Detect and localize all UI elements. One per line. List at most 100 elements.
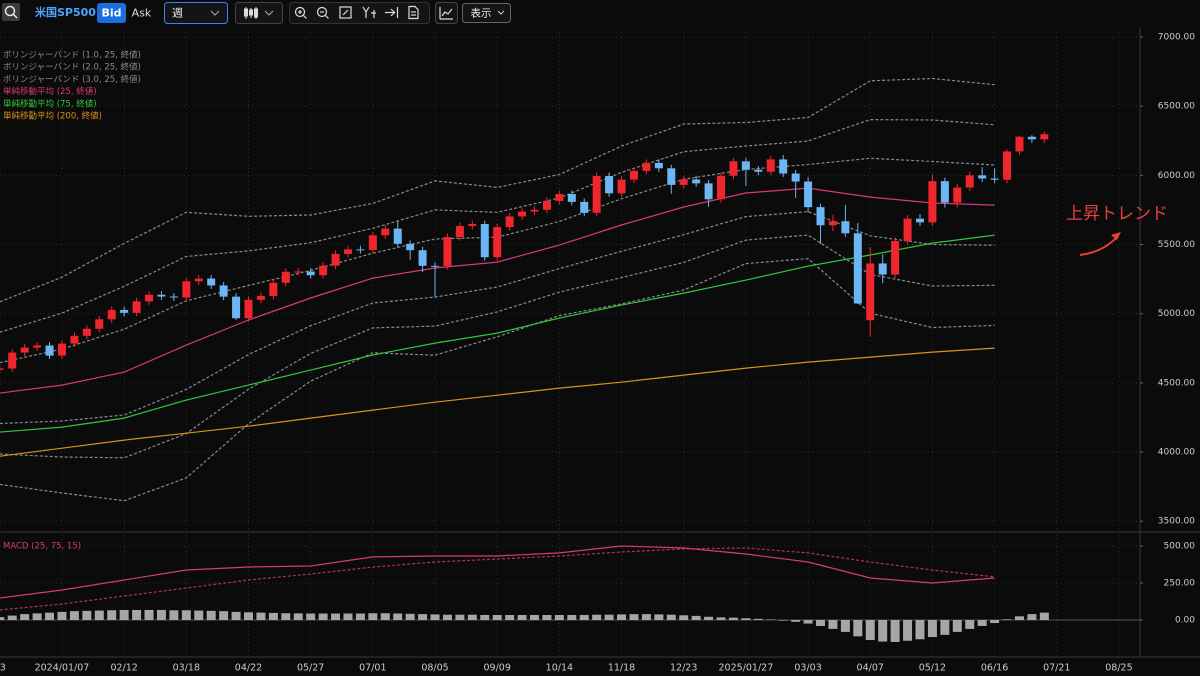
candle-body [406,243,415,251]
macd-histogram-bar [1002,619,1012,621]
macd-histogram-bar [256,612,266,621]
y-tick-label: 4000.00 [1158,448,1195,458]
macd-histogram-bar [281,613,291,621]
macd-histogram-bar [604,614,614,621]
candle-body [319,265,328,276]
macd-histogram-bar [430,614,440,621]
macd-histogram-bar [791,620,801,622]
macd-histogram-bar [393,613,403,621]
legend-entry: ボリンジャーバンド (3.0, 25, 終値) [3,74,141,85]
candle-body [965,175,974,188]
macd-histogram-bar [492,615,502,621]
candle-body [281,271,290,283]
macd-histogram-bar [778,620,788,621]
candle-body [20,347,29,353]
macd-histogram-bar [1027,614,1037,621]
macd-histogram-bar [20,614,30,621]
chevron [264,10,274,16]
x-tick-label: 05/27 [297,663,324,674]
y-tick-label: 7000.00 [1158,32,1195,42]
ask-button[interactable]: Ask [132,7,152,20]
document-button[interactable] [408,5,419,20]
y-scale-button[interactable] [362,6,376,18]
candle-body [1003,151,1012,180]
period-label: 週 [172,7,183,20]
bollinger-lower [0,257,995,502]
macd-histogram-bar [691,615,701,621]
candle-body [791,173,800,182]
candle-body [107,309,116,320]
x-tick-label: 10/14 [546,663,573,674]
macd-histogram-bar [704,616,714,621]
x-tick-label: 09/09 [484,663,511,674]
candle-body [70,335,79,344]
macd-histogram-bar [803,620,813,624]
macd-histogram-bar [107,610,117,621]
macd-histogram-bar [903,620,913,641]
macd-tick-label: 250.00 [1164,579,1196,589]
chart-type-dropdown[interactable] [235,2,283,24]
candle-body [804,181,813,208]
scroll-end-button[interactable] [385,7,399,18]
toolbar: 米国SP500 Bid Ask 週 表示 [0,0,1200,27]
candle-icon [244,7,258,19]
macd-line [0,545,995,599]
candle-body [480,224,489,258]
fit-button[interactable] [339,6,352,19]
macd-histogram-bar [554,615,564,621]
macd-histogram-bar [331,613,341,621]
candle-body [1027,136,1036,140]
macd-histogram-bar [132,609,142,621]
candle-body [679,179,688,185]
search-icon [12,13,18,19]
macd-histogram-bar [990,620,1000,623]
candle-body [692,179,701,184]
candle-body [828,221,837,226]
bid-button[interactable] [97,3,126,23]
annotation-arrowhead [1111,232,1121,240]
period-dropdown[interactable] [164,2,228,24]
zoom-in-button[interactable] [294,6,307,19]
display-dropdown[interactable] [462,3,511,23]
macd-histogram-bar [82,610,92,621]
candle-body [518,211,527,217]
search-button[interactable] [2,3,20,21]
candle-body [306,271,315,276]
symbol[interactable]: 米国SP500 [34,5,96,19]
legend-entry: 単純移動平均 (75, 終値) [3,98,97,109]
bollinger-lower [0,234,995,459]
macd-histogram-bar [343,613,353,621]
bid-label: Bid [101,7,121,20]
search-icon [4,5,16,17]
bollinger-upper [0,77,995,303]
macd-histogram-bar [1014,616,1024,621]
macd-histogram-bar [878,620,888,642]
candle-body [493,227,502,258]
macd-histogram-bar [268,612,278,621]
macd-histogram-bar [7,615,17,621]
candle-body [555,194,564,201]
macd-histogram-bar [542,615,552,621]
candle-body [45,345,54,356]
y-tick-label: 6500.00 [1158,102,1195,112]
macd-histogram-bar [455,614,465,621]
candle-body [294,271,303,273]
candle-body [57,343,66,356]
x-tick-label: 06/16 [981,663,1008,674]
candle-body [1040,134,1049,140]
x-tick-label: 04/07 [857,663,884,674]
macd-histogram-bar [940,620,950,635]
candle-body [256,295,265,300]
x-tick-label: 07/21 [1043,663,1070,674]
macd-signal [0,547,995,611]
zoom-out-button[interactable] [316,6,329,19]
candle-body [667,168,676,185]
candle-body [455,225,464,238]
candle-body [542,200,551,210]
x-tick-label: 03/18 [173,663,200,674]
candle-body [978,175,987,179]
macd-histogram-bar [741,618,751,621]
macd-histogram-bar [890,620,900,642]
candle-body [219,285,228,297]
